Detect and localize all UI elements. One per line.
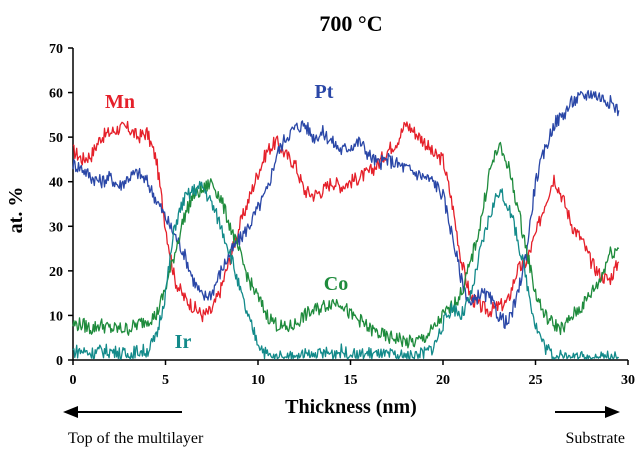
right-arrow-label: Substrate — [565, 430, 625, 447]
series-label-mn: Mn — [105, 91, 135, 113]
series-label-co: Co — [324, 273, 348, 295]
y-tick-label: 40 — [49, 176, 63, 191]
x-tick-label: 30 — [621, 373, 635, 388]
y-tick-label: 50 — [49, 131, 63, 146]
left-arrow-label: Top of the multilayer — [68, 430, 204, 447]
plot-lines — [72, 89, 620, 360]
chart-title: 700 °C — [319, 11, 382, 36]
y-tick-label: 60 — [49, 87, 63, 102]
y-tick-label: 10 — [49, 309, 63, 324]
series-label-ir: Ir — [175, 331, 192, 353]
x-tick-label: 15 — [344, 373, 358, 388]
x-tick-label: 0 — [70, 373, 77, 388]
left-arrow-head — [63, 406, 78, 418]
right-arrow — [555, 406, 620, 418]
right-arrow-head — [605, 406, 620, 418]
series-line-ir — [72, 180, 620, 360]
series-line-co — [72, 141, 620, 349]
left-arrow — [63, 406, 182, 418]
axes: 0 10 20 30 40 50 60 70 0 5 10 15 20 25 30 — [49, 42, 635, 388]
series-labels: Mn Pt Co Ir — [105, 81, 348, 353]
y-tick-label: 70 — [49, 42, 63, 57]
x-tick-label: 10 — [251, 373, 265, 388]
y-tick-label: 0 — [56, 354, 63, 369]
x-tick-label: 25 — [529, 373, 543, 388]
series-label-pt: Pt — [315, 81, 334, 103]
y-tick-label: 20 — [49, 265, 63, 280]
x-axis-title: Thickness (nm) — [285, 396, 417, 418]
y-tick-label: 30 — [49, 220, 63, 235]
y-axis-title: at. % — [5, 187, 27, 234]
x-tick-label: 5 — [162, 373, 169, 388]
x-tick-label: 20 — [436, 373, 450, 388]
series-line-pt — [72, 89, 620, 329]
